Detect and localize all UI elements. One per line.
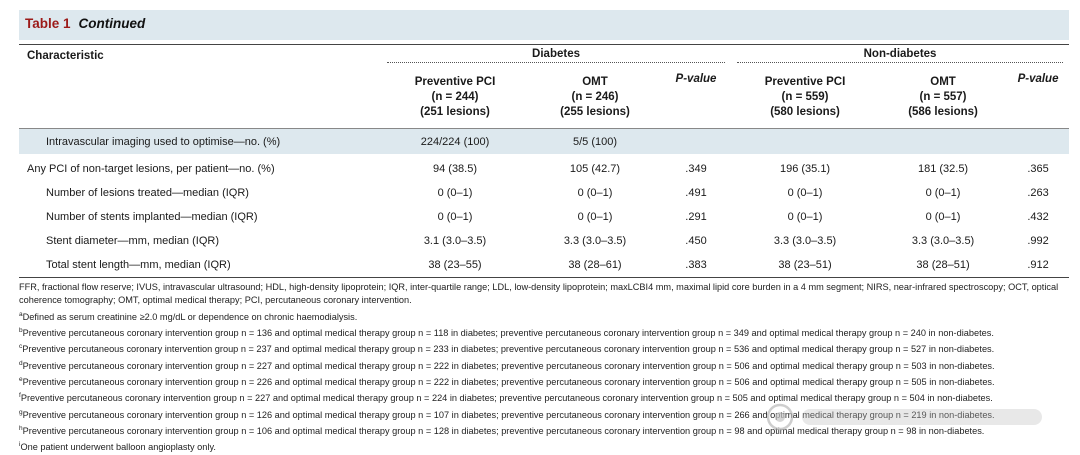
table-cell: 196 (35.1): [779, 163, 831, 175]
table-cell: 105 (42.7): [569, 163, 621, 175]
table-cell: 224/224 (100): [381, 128, 529, 154]
table-cell: [731, 128, 880, 154]
table-cell: 0 (0–1): [437, 211, 473, 223]
table-cell: 3.1 (3.0–3.5): [423, 235, 487, 247]
table-cell: .263: [1027, 187, 1049, 199]
footnote-abbreviations: FFR, fractional flow reserve; IVUS, intr…: [19, 282, 1059, 306]
table-container: Characteristic Diabetes Non-diabetes Pre…: [19, 44, 1070, 278]
table-cell: 38 (28–51): [879, 253, 1008, 278]
footnote: gPreventive percutaneous coronary interv…: [19, 408, 995, 420]
table-cell: 0 (0–1): [577, 187, 613, 199]
table-cell: 0 (0–1): [787, 211, 823, 223]
row-label: Number of stents implanted—median (IQR): [46, 211, 258, 223]
table-cell: [1007, 128, 1070, 154]
table-subtitle: Continued: [78, 16, 146, 31]
table-cell: .349: [685, 163, 707, 175]
data-table: Characteristic Diabetes Non-diabetes Pre…: [19, 45, 1070, 278]
table-title-bar: Table 1 Continued: [19, 10, 1069, 40]
table-cell: 38 (28–61): [529, 253, 661, 278]
column-header-pvalue: P-value: [675, 73, 717, 85]
table-cell: 0 (0–1): [925, 187, 961, 199]
row-label: Number of lesions treated—median (IQR): [46, 187, 249, 199]
footnote: bPreventive percutaneous coronary interv…: [19, 326, 994, 339]
table-cell: .992: [1027, 235, 1049, 247]
table-cell: 3.3 (3.0–3.5): [911, 235, 975, 247]
column-header: OMT (n = 557) (586 lesions): [908, 75, 978, 118]
table-cell: 3.3 (3.0–3.5): [563, 235, 627, 247]
table-row: Any PCI of non-target lesions, per patie…: [19, 154, 1069, 181]
table-cell: .383: [661, 253, 732, 278]
footnote: ePreventive percutaneous coronary interv…: [19, 376, 995, 388]
table-title: Table 1: [25, 16, 71, 31]
table-cell: 0 (0–1): [925, 211, 961, 223]
group-header-non-diabetes: Non-diabetes: [731, 45, 1069, 66]
column-header: OMT (n = 246) (255 lesions): [560, 75, 630, 118]
table-cell: 5/5 (100): [529, 128, 661, 154]
row-label: Any PCI of non-target lesions, per patie…: [27, 163, 275, 175]
header-characteristic: Characteristic: [27, 49, 104, 62]
table-cell: 3.3 (3.0–3.5): [773, 235, 837, 247]
footnote: cPreventive percutaneous coronary interv…: [19, 343, 995, 355]
table-cell: .365: [1027, 163, 1049, 175]
table-cell: .912: [1007, 253, 1070, 278]
row-label: Stent diameter—mm, median (IQR): [46, 235, 219, 247]
table-cell: 181 (32.5): [917, 163, 969, 175]
row-label: Intravascular imaging used to optimise—n…: [19, 128, 381, 154]
footnote: hPreventive percutaneous coronary interv…: [19, 425, 985, 437]
table-cell: 0 (0–1): [787, 187, 823, 199]
table-cell: [661, 128, 732, 154]
footnote: dPreventive percutaneous coronary interv…: [19, 359, 995, 371]
table-cell: 38 (23–55): [381, 253, 529, 278]
column-header-pvalue: P-value: [1017, 73, 1059, 85]
watermark-icon: [766, 403, 1042, 431]
column-header-row: Preventive PCI (n = 244) (251 lesions) OMT…: [19, 66, 1070, 129]
table-footnotes: FFR, fractional flow reserve; IVUS, intr…: [19, 281, 1069, 455]
table-cell: [879, 128, 1008, 154]
table-cell: .432: [1027, 211, 1049, 223]
group-header-diabetes: Diabetes: [381, 45, 731, 66]
table-row: Number of lesions treated—median (IQR) 0…: [19, 181, 1069, 205]
table-cell: 0 (0–1): [577, 211, 613, 223]
watermark-logo: [760, 400, 1060, 434]
row-label: Total stent length—mm, median (IQR): [19, 253, 381, 278]
column-header: Preventive PCI (n = 559) (580 lesions): [764, 75, 846, 118]
table-cell: 94 (38.5): [432, 163, 478, 175]
table-row: Stent diameter—mm, median (IQR) 3.1 (3.0…: [19, 229, 1069, 253]
table-cell: 38 (23–51): [731, 253, 880, 278]
table-row: Intravascular imaging used to optimise—n…: [19, 128, 1070, 154]
table-cell: .491: [685, 187, 707, 199]
table-row: Total stent length—mm, median (IQR) 38 (…: [19, 253, 1070, 278]
footnote: aDefined as serum creatinine ≥2.0 mg/dL …: [19, 310, 358, 322]
table-row: Number of stents implanted—median (IQR) …: [19, 205, 1069, 229]
footnote: iOne patient underwent balloon angioplas…: [19, 441, 216, 453]
table-cell: .450: [685, 235, 707, 247]
header-spacer: [19, 66, 381, 129]
column-header: Preventive PCI (n = 244) (251 lesions): [414, 75, 496, 118]
table-cell: 0 (0–1): [437, 187, 473, 199]
footnote: fPreventive percutaneous coronary interv…: [19, 392, 993, 404]
table-cell: .291: [685, 211, 707, 223]
